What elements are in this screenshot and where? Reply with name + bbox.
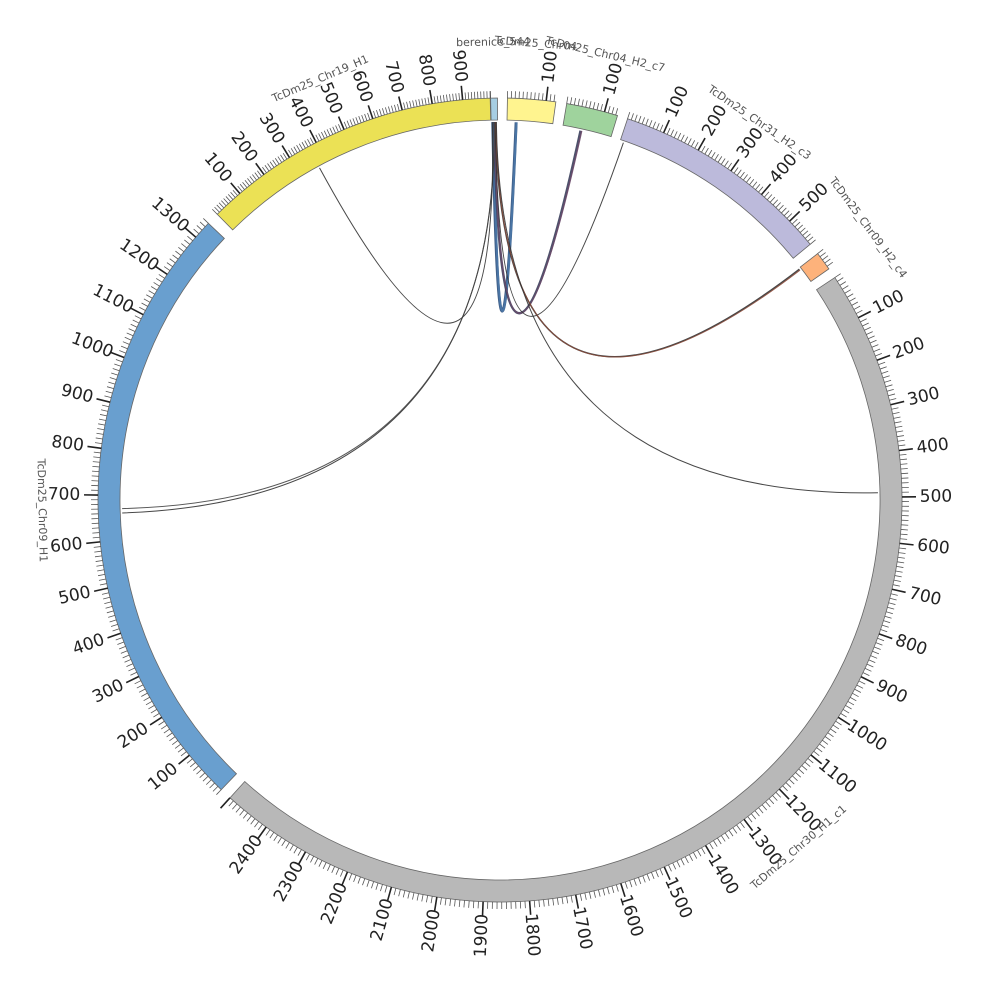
tick-label-tcdm25-chr19-h1-200: 200	[226, 128, 261, 166]
tick-label-tcdm25-chr09-h1-800: 800	[50, 432, 85, 456]
link-tcdm25-chr19-h1-10	[319, 122, 494, 324]
tick-label-tcdm25-chr30-h1-c1-100: 100	[870, 286, 908, 319]
tick-label-tcdm25-chr19-h1-100: 100	[200, 149, 236, 187]
tick-label-tcdm25-chr09-h1-700: 700	[48, 484, 81, 504]
minor-ticks-tcdm25-chr09-h2-c4	[817, 249, 834, 267]
segment-berenice-544	[490, 97, 499, 121]
link-tcdm25-chr09-h2-c4-6	[495, 122, 801, 358]
segment-tcdm25-chr09-h1	[97, 222, 238, 791]
tick-label-tcdm25-chr30-h1-c1-1600: 1600	[615, 892, 647, 939]
major-ticks-tcdm25-chr09-h1	[84, 227, 197, 765]
tick-label-tcdm25-chr04-100: 100	[538, 50, 562, 85]
major-ticks-tcdm25-chr04	[545, 86, 549, 101]
link-tcdm25-chr09-h1-8	[122, 122, 495, 514]
tick-label-tcdm25-chr30-h1-c1-1100: 1100	[814, 755, 860, 798]
tick-label-tcdm25-chr30-h1-c1-700: 700	[907, 583, 943, 610]
tick-label-tcdm25-chr19-h1-800: 800	[414, 53, 439, 88]
tick-label-tcdm25-chr30-h1-c1-1800: 1800	[521, 913, 544, 958]
minor-ticks-tcdm25-chr30-h1-c1	[228, 273, 910, 910]
tick-label-tcdm25-chr30-h1-c1-200: 200	[890, 333, 927, 363]
tick-label-tcdm25-chr09-h1-400: 400	[70, 630, 107, 660]
tick-label-tcdm25-chr30-h1-c1-1400: 1400	[703, 851, 742, 898]
tick-label-tcdm25-chr31-h2-c3-100: 100	[662, 83, 693, 121]
tick-label-tcdm25-chr30-h1-c1-500: 500	[920, 487, 953, 507]
tick-label-tcdm25-chr09-h1-900: 900	[59, 380, 95, 407]
link-tcdm25-chr30-h1-c1-7	[495, 122, 878, 494]
tick-label-tcdm25-chr09-h1-1200: 1200	[116, 235, 163, 276]
tick-label-tcdm25-chr30-h1-c1-800: 800	[892, 630, 929, 660]
segment-tcdm25-chr19-h1	[216, 97, 492, 231]
tick-label-tcdm25-chr04-h2-c7-100: 100	[599, 61, 627, 98]
link-tcdm25-chr04-h2-c7-3	[494, 122, 583, 314]
tick-label-tcdm25-chr19-h1-700: 700	[380, 59, 407, 95]
tick-label-tcdm25-chr09-h1-500: 500	[57, 582, 93, 609]
tick-label-tcdm25-chr09-h1-1000: 1000	[69, 328, 117, 362]
tick-label-tcdm25-chr09-h1-1300: 1300	[147, 193, 193, 236]
major-ticks-tcdm25-chr30-h1-c1	[219, 310, 916, 916]
tick-label-tcdm25-chr30-h1-c1-2300: 2300	[270, 858, 308, 906]
minor-ticks-tcdm25-chr04	[507, 91, 556, 102]
tick-label-tcdm25-chr30-h1-c1-300: 300	[905, 383, 941, 410]
tick-label-tcdm25-chr30-h1-c1-900: 900	[873, 676, 911, 708]
tick-label-tcdm25-chr19-h1-600: 600	[347, 68, 376, 105]
links-layer	[122, 122, 878, 514]
major-ticks-tcdm25-chr04-h2-c7	[603, 98, 609, 113]
tick-label-tcdm25-chr30-h1-c1-600: 600	[916, 535, 950, 558]
segment-tcdm25-chr04	[506, 97, 557, 125]
tick-label-tcdm25-chr09-h1-100: 100	[144, 759, 182, 795]
segment-label-berenice-544: berenice_544	[456, 35, 530, 49]
segments-layer	[97, 97, 903, 903]
tick-label-tcdm25-chr30-h1-c1-2100: 2100	[367, 896, 398, 943]
major-ticks-tcdm25-chr19-h1	[230, 85, 464, 195]
minor-ticks-tcdm25-chr31-h2-c3	[627, 112, 816, 245]
tick-label-tcdm25-chr30-h1-c1-2400: 2400	[226, 831, 267, 878]
tick-label-tcdm25-chr09-h1-300: 300	[89, 675, 127, 707]
minor-ticks-tcdm25-chr09-h1	[90, 218, 222, 795]
segment-label-tcdm25-chr09-h1: TcDm25_Chr09_H1	[34, 457, 49, 562]
link-tcdm25-chr09-h1-9	[122, 122, 495, 510]
tick-label-tcdm25-chr09-h1-1100: 1100	[89, 280, 137, 318]
tick-label-tcdm25-chr30-h1-c1-400: 400	[915, 434, 950, 458]
major-ticks-tcdm25-chr31-h2-c3	[662, 119, 801, 222]
tick-label-tcdm25-chr30-h1-c1-1000: 1000	[843, 716, 890, 756]
link-tcdm25-chr04-1	[492, 122, 518, 312]
segment-tcdm25-chr31-h2-c3	[620, 118, 811, 259]
segment-tcdm25-chr09-h2-c4	[799, 253, 830, 283]
tick-label-tcdm25-chr09-h1-600: 600	[49, 534, 83, 557]
tick-label-tcdm25-chr19-h1-300: 300	[255, 109, 289, 147]
tick-label-tcdm25-chr30-h1-c1-1500: 1500	[660, 874, 696, 922]
segment-tcdm25-chr04-h2-c7	[562, 103, 619, 138]
segment-label-tcdm25-chr09-h2-c4: TcDm25_Chr09_H2_c4	[826, 174, 910, 281]
tick-label-tcdm25-chr30-h1-c1-2000: 2000	[418, 908, 445, 954]
tick-label-tcdm25-chr30-h1-c1-1900: 1900	[471, 914, 493, 958]
link-tcdm25-chr31-h2-c3-4	[494, 122, 624, 317]
minor-ticks-tcdm25-chr19-h1	[212, 91, 491, 215]
tick-label-tcdm25-chr30-h1-c1-2200: 2200	[317, 880, 352, 928]
minor-ticks-tcdm25-chr04-h2-c7	[566, 96, 619, 116]
tick-label-tcdm25-chr30-h1-c1-1700: 1700	[568, 905, 596, 951]
tick-label-tcdm25-chr31-h2-c3-500: 500	[795, 179, 832, 216]
tick-label-tcdm25-chr09-h1-200: 200	[114, 719, 152, 753]
tick-label-tcdm25-chr19-h1-900: 900	[448, 49, 471, 83]
